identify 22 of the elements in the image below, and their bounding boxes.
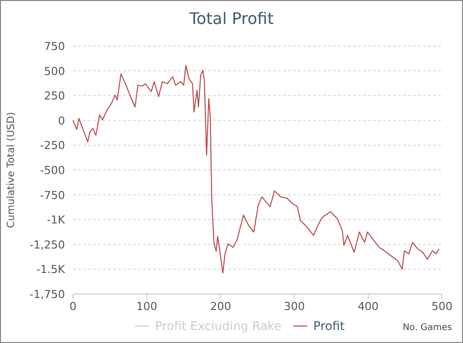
y-tick-label: 750 bbox=[44, 40, 65, 53]
y-axis-title: Cumulative Total (USD) bbox=[6, 112, 17, 228]
chart-title: Total Profit bbox=[188, 9, 274, 28]
x-tick-label: 500 bbox=[432, 300, 452, 313]
x-tick-label: 400 bbox=[358, 300, 379, 313]
y-tick-label: -1,750 bbox=[30, 288, 65, 301]
y-tick-label: 500 bbox=[44, 64, 65, 78]
y-tick-label: -1K bbox=[46, 214, 66, 227]
legend-label: Profit bbox=[313, 319, 345, 333]
y-tick-label: 0 bbox=[58, 114, 65, 128]
y-tick-label: -1.5K bbox=[36, 263, 66, 276]
x-tick-label: 0 bbox=[70, 300, 76, 313]
x-tick-label: 100 bbox=[136, 300, 158, 313]
x-tick-label: 300 bbox=[284, 300, 305, 313]
y-tick-label: -500 bbox=[40, 164, 65, 177]
line-series bbox=[72, 64, 440, 274]
y-tick-label: 250 bbox=[44, 90, 65, 103]
y-tick-label: -1,250 bbox=[30, 238, 65, 252]
x-tick-label: 200 bbox=[210, 300, 232, 313]
x-axis-title: No. Games bbox=[402, 323, 452, 333]
y-tick-label: -750 bbox=[40, 188, 65, 202]
y-tick-label: -250 bbox=[40, 139, 65, 152]
